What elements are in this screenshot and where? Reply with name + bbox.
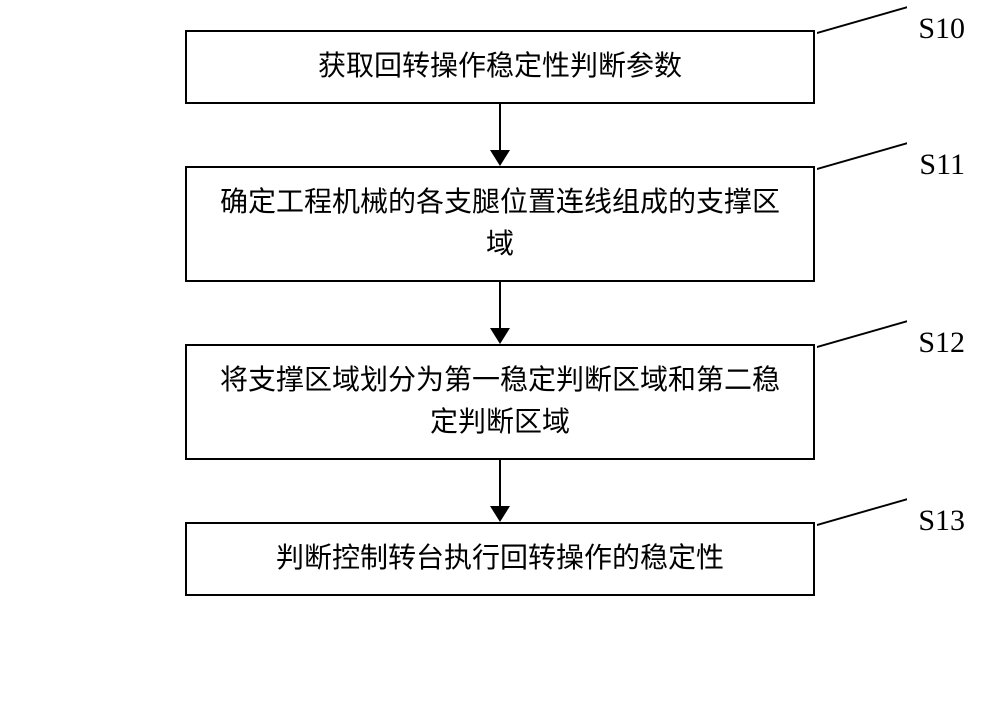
step-box-s11: 确定工程机械的各支腿位置连线组成的支撑区域	[185, 166, 815, 282]
arrow-s12-s13	[490, 460, 510, 522]
arrow-head-icon	[490, 328, 510, 344]
step-text-s12: 将支撑区域划分为第一稳定判断区域和第二稳定判断区域	[207, 360, 793, 444]
arrow-line	[499, 282, 501, 330]
step-box-s13: 判断控制转台执行回转操作的稳定性	[185, 522, 815, 596]
step-label-s10: S10	[918, 12, 965, 46]
step-text-s10: 获取回转操作稳定性判断参数	[318, 46, 682, 88]
step-row-s11: 确定工程机械的各支腿位置连线组成的支撑区域 S11	[185, 166, 815, 282]
connector-s13	[817, 498, 907, 556]
step-box-s12: 将支撑区域划分为第一稳定判断区域和第二稳定判断区域	[185, 344, 815, 460]
arrow-line	[499, 104, 501, 152]
connector-s12	[817, 320, 907, 378]
arrow-line	[499, 460, 501, 508]
step-row-s10: 获取回转操作稳定性判断参数 S10	[185, 30, 815, 104]
arrow-head-icon	[490, 150, 510, 166]
step-box-s10: 获取回转操作稳定性判断参数	[185, 30, 815, 104]
connector-s10	[817, 6, 907, 64]
step-label-s11: S11	[919, 148, 965, 182]
step-label-s12: S12	[918, 326, 965, 360]
step-row-s12: 将支撑区域划分为第一稳定判断区域和第二稳定判断区域 S12	[185, 344, 815, 460]
arrow-s10-s11	[490, 104, 510, 166]
step-label-s13: S13	[918, 504, 965, 538]
step-text-s11: 确定工程机械的各支腿位置连线组成的支撑区域	[207, 182, 793, 266]
step-row-s13: 判断控制转台执行回转操作的稳定性 S13	[185, 522, 815, 596]
step-text-s13: 判断控制转台执行回转操作的稳定性	[276, 538, 724, 580]
arrow-head-icon	[490, 506, 510, 522]
connector-s11	[817, 142, 907, 200]
arrow-s11-s12	[490, 282, 510, 344]
flowchart-container: 获取回转操作稳定性判断参数 S10 确定工程机械的各支腿位置连线组成的支撑区域 …	[185, 30, 815, 596]
